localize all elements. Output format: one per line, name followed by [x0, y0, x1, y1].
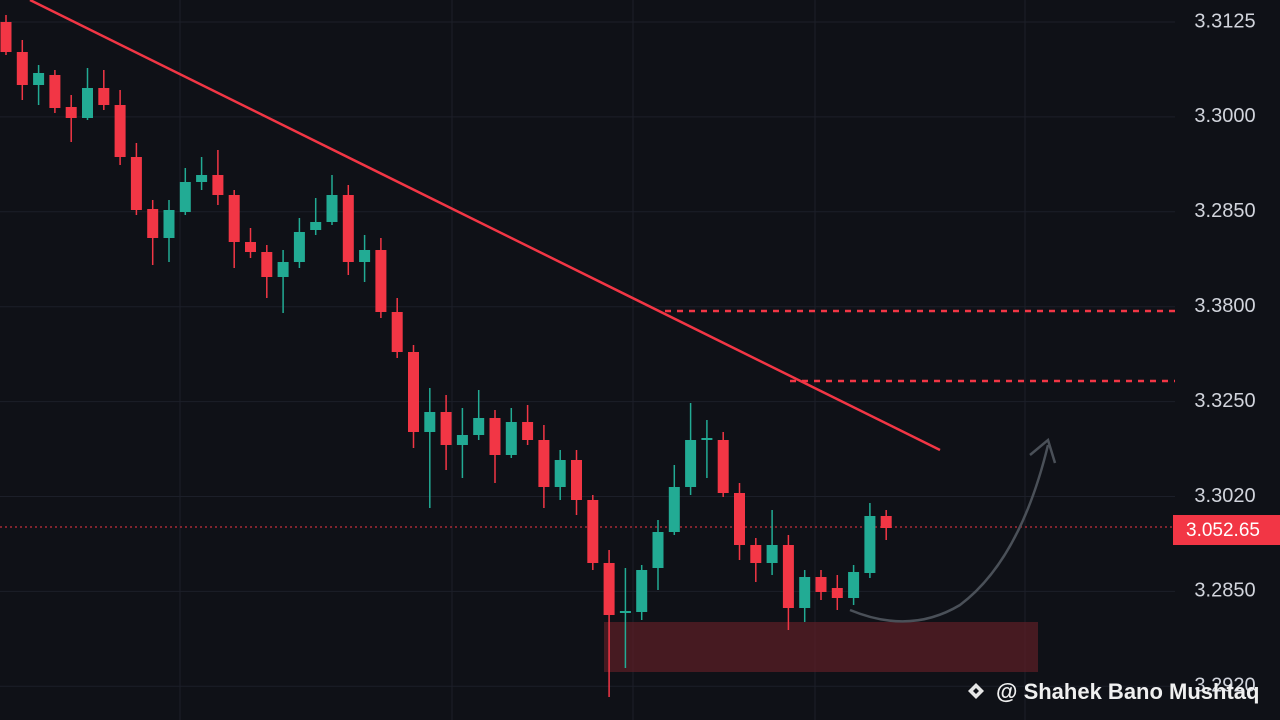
candle-body: [359, 250, 371, 262]
candle-body: [554, 460, 566, 487]
candle-body: [766, 545, 778, 563]
candle-body: [782, 545, 794, 608]
candles: [0, 15, 892, 697]
candle-body: [880, 516, 892, 528]
current-price-tag: [1173, 515, 1280, 545]
candle-body: [571, 460, 582, 500]
projection-arrow: [849, 444, 1050, 623]
candle-body: [82, 88, 93, 118]
grid: [179, 0, 1026, 720]
candle-body: [864, 516, 876, 573]
current-price-label: 3.052.65: [1186, 520, 1260, 541]
candle-body: [277, 262, 289, 277]
demand-zone: [604, 622, 1038, 672]
candle-body: [603, 563, 615, 615]
arrow-head: [1029, 437, 1057, 464]
candle-body: [0, 22, 12, 52]
candle-body: [668, 487, 680, 532]
candle-body: [65, 107, 77, 118]
candle-body: [98, 88, 110, 105]
candle-body: [261, 252, 273, 277]
candle-body: [505, 422, 517, 455]
candle-body: [375, 250, 387, 312]
candle-body: [489, 418, 501, 455]
y-tick-label: 3.3250: [1194, 390, 1255, 412]
y-tick-label: 3.2850: [1194, 200, 1255, 222]
candle-body: [391, 312, 403, 352]
candle-body: [734, 493, 745, 545]
candle-body: [293, 232, 305, 262]
candle-body: [16, 52, 28, 85]
candle-body: [473, 418, 485, 435]
candle-body: [326, 195, 338, 222]
candle-body: [408, 352, 419, 432]
candle-body: [636, 570, 648, 612]
watermark: @ Shahek Bano Mushtaq: [996, 679, 1259, 704]
candle-body: [130, 157, 142, 210]
candle-body: [49, 75, 61, 108]
candle-body: [147, 209, 159, 238]
candle-body: [619, 611, 631, 613]
y-tick-label: 3.2850: [1194, 580, 1255, 602]
candle-body: [212, 175, 224, 195]
candle-body: [587, 500, 599, 563]
watermark-logo: [968, 683, 984, 699]
candle-body: [310, 222, 322, 230]
price-axis: 3.3125 3.3000 3.2850 3.3800 3.3250 3.3020 3.28…: [1194, 10, 1255, 696]
candle-body: [196, 175, 208, 182]
y-tick-label: 3.3000: [1194, 105, 1255, 127]
candle-body: [163, 210, 175, 238]
candle-body: [424, 412, 436, 432]
candle-body: [440, 412, 452, 445]
candle-body: [179, 182, 191, 212]
candle-body: [245, 242, 256, 252]
candle-body: [342, 195, 354, 262]
candle-body: [815, 577, 827, 592]
y-tick-label: 3.3125: [1194, 10, 1255, 32]
y-tick-label: 3.3020: [1194, 485, 1255, 507]
y-tick-label: 3.3800: [1194, 295, 1255, 317]
candle-body: [33, 73, 45, 85]
candle-body: [799, 577, 811, 608]
candle-body: [717, 440, 729, 493]
candle-body: [456, 435, 468, 445]
candle-body: [538, 440, 550, 487]
candle-body: [831, 588, 843, 598]
candle-body: [848, 572, 860, 598]
candle-body: [652, 532, 664, 568]
candle-body: [685, 440, 697, 487]
y-tick-label: 3.2920: [1194, 675, 1255, 697]
logo: [968, 683, 984, 699]
candle-body: [228, 195, 240, 242]
candle-body: [522, 422, 534, 440]
candle-body: [701, 438, 713, 440]
candle-body: [114, 105, 126, 157]
grid: [0, 21, 1175, 687]
candle-body: [750, 545, 762, 563]
trend-line: [29, 0, 941, 452]
